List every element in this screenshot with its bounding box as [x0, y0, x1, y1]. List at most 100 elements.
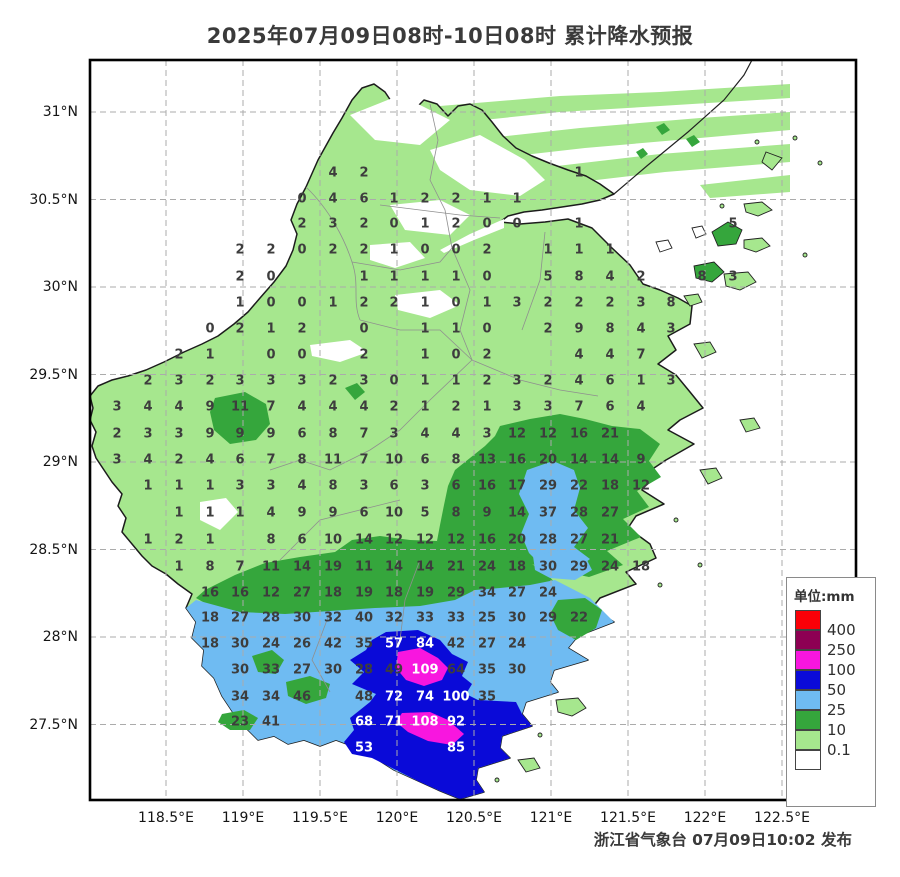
legend-swatch-white [795, 750, 821, 770]
legend-title: 单位:mm [794, 589, 855, 605]
grid-value: 14 [569, 452, 589, 468]
grid-value: 2 [112, 426, 122, 442]
grid-value: 3 [482, 426, 492, 442]
shanghai-coastline [613, 60, 753, 195]
grid-value: 21 [600, 532, 620, 548]
grid-value: 9 [266, 426, 276, 442]
grid-value: 3 [328, 216, 338, 232]
grid-value: 3 [420, 478, 430, 494]
grid-value: 30 [507, 610, 527, 626]
grid-value: 4 [328, 191, 338, 207]
grid-value: 1 [605, 242, 615, 258]
grid-value: 3 [359, 478, 369, 494]
grid-value: 3 [543, 399, 553, 415]
grid-value: 30 [507, 662, 527, 678]
grid-value: 0 [512, 216, 522, 232]
grid-value: 6 [359, 505, 369, 521]
grid-value: 3 [666, 321, 676, 337]
grid-value: 11 [354, 559, 374, 575]
grid-value: 3 [174, 426, 184, 442]
grid-value: 7 [636, 347, 646, 363]
legend: 单位:mm 400 250 100 50 25 10 0.1 [786, 577, 876, 807]
grid-value: 29 [446, 585, 466, 601]
grid-value: 16 [200, 585, 220, 601]
grid-value: 6 [605, 399, 615, 415]
grid-value: 8 [451, 505, 461, 521]
grid-value: 1 [359, 269, 369, 285]
grid-value: 30 [538, 559, 558, 575]
grid-value: 27 [569, 532, 589, 548]
grid-value: 7 [574, 399, 584, 415]
grid-value: 7 [359, 426, 369, 442]
grid-value: 6 [359, 191, 369, 207]
grid-value: 1 [543, 242, 553, 258]
grid-value: 0 [482, 269, 492, 285]
grid-value: 74 [415, 689, 435, 705]
grid-value: 9 [574, 321, 584, 337]
lat-tick-label: 29.5°N [29, 366, 78, 383]
dark-blue-region [344, 630, 532, 799]
grid-value: 29 [569, 559, 589, 575]
legend-swatch-green [795, 710, 821, 730]
dry-patches [200, 95, 545, 530]
legend-threshold-label: 250 [827, 641, 856, 659]
grid-value: 1 [389, 269, 399, 285]
lat-tick-label: 29°N [42, 454, 78, 470]
grid-value: 1 [420, 295, 430, 311]
grid-value: 0 [297, 242, 307, 258]
grid-value: 1 [451, 269, 461, 285]
grid-value: 1 [389, 191, 399, 207]
grid-value: 1 [574, 216, 584, 232]
grid-value: 4 [636, 399, 646, 415]
grid-value: 4 [574, 347, 584, 363]
grid-value: 2 [543, 321, 553, 337]
legend-swatch-red [795, 610, 821, 630]
grid-value: 8 [328, 426, 338, 442]
grid-value: 9 [205, 426, 215, 442]
grid-value: 2 [235, 269, 245, 285]
grid-value: 10 [323, 532, 343, 548]
grid-value: 0 [205, 321, 215, 337]
grid-value: 8 [205, 559, 215, 575]
lat-tick-label: 28.5°N [29, 541, 78, 558]
graticule [90, 60, 856, 800]
grid-value: 14 [600, 452, 620, 468]
grid-value: 0 [297, 191, 307, 207]
grid-value: 1 [143, 478, 153, 494]
grid-value: 27 [292, 585, 312, 601]
grid-value: 0 [482, 321, 492, 337]
grid-value: 1 [482, 399, 492, 415]
lon-tick-label: 120°E [375, 810, 419, 826]
grid-value: 2 [543, 373, 553, 389]
grid-value: 1 [174, 505, 184, 521]
grid-value: 109 [411, 662, 439, 678]
grid-value: 2 [482, 347, 492, 363]
grid-value: 1 [235, 505, 245, 521]
grid-value: 14 [354, 532, 374, 548]
grid-value: 1 [174, 559, 184, 575]
grid-value: 12 [538, 426, 558, 442]
legend-threshold-label: 25 [827, 701, 847, 719]
grid-value: 24 [261, 636, 281, 652]
grid-value: 4 [328, 165, 338, 181]
grid-value: 34 [261, 689, 281, 705]
grid-value: 85 [446, 740, 466, 756]
grid-value: 4 [205, 452, 215, 468]
grid-value: 29 [538, 478, 558, 494]
grid-value: 33 [415, 610, 435, 626]
page-title: 2025年07月09日08时-10日08时 累计降水预报 [206, 24, 694, 48]
grid-value: 2 [389, 399, 399, 415]
grid-value: 1 [205, 505, 215, 521]
grid-value: 1 [143, 532, 153, 548]
attribution: 浙江省气象台 07月09日10:02 发布 [593, 831, 852, 849]
grid-value: 2 [451, 191, 461, 207]
grid-value: 4 [574, 373, 584, 389]
grid-value: 41 [261, 714, 281, 730]
grid-value: 6 [420, 452, 430, 468]
legend-threshold-label: 0.1 [827, 741, 851, 759]
grid-value: 18 [600, 478, 620, 494]
grid-value: 1 [420, 269, 430, 285]
grid-value: 19 [323, 559, 343, 575]
grid-value: 30 [230, 662, 250, 678]
grid-value: 2 [451, 216, 461, 232]
